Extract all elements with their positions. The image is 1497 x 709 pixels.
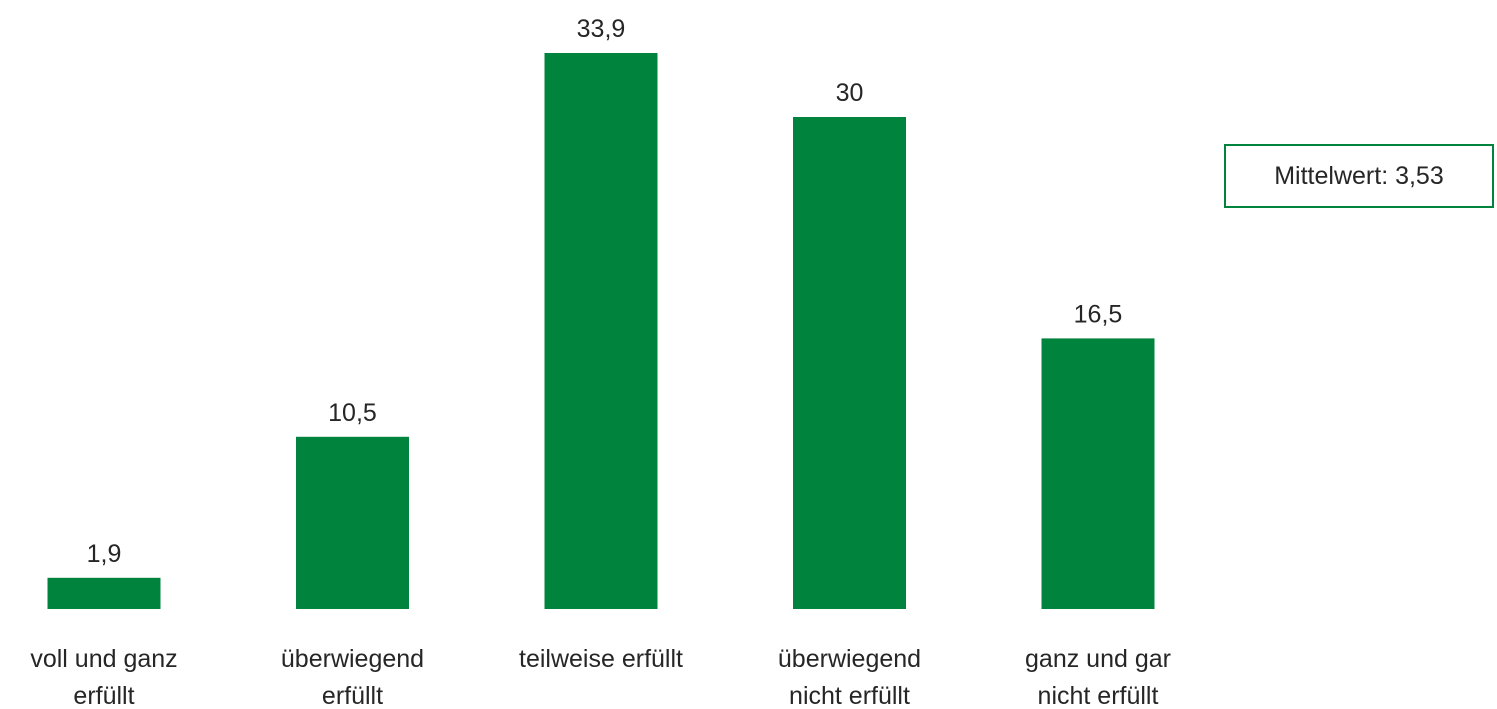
value-label-0: 1,9 [87,540,122,568]
bar-4 [1041,338,1155,609]
mean-annotation-box: Mittelwert: 3,53 [1224,144,1494,208]
category-label-4-line-0: ganz und gar [1025,645,1171,673]
category-label-3: überwiegend nicht erfüllt [778,645,921,709]
bar-2 [544,53,658,609]
bar-1 [296,436,409,609]
value-labels-group: 1,9 10,5 33,9 30 16,5 [87,15,1123,568]
category-labels-group: voll und ganz erfüllt überwiegend erfüllt te… [30,645,1171,709]
value-label-4: 16,5 [1074,300,1123,328]
category-label-2: teilweise erfüllt [519,645,683,673]
bar-3 [793,117,906,609]
value-label-1: 10,5 [328,399,377,427]
value-label-3: 30 [836,79,864,107]
category-label-1-line-0: überwiegend [281,645,424,673]
value-label-2: 33,9 [577,15,626,43]
bars-group [47,53,1155,609]
category-label-4-line-1: nicht erfüllt [1038,682,1159,709]
bar-0 [47,577,161,609]
category-label-1-line-1: erfüllt [322,682,383,709]
category-label-4: ganz und gar nicht erfüllt [1025,645,1171,709]
category-label-1: überwiegend erfüllt [281,645,424,709]
category-label-2-line-0: teilweise erfüllt [519,645,683,673]
category-label-0-line-0: voll und ganz [30,645,177,673]
category-label-0-line-1: erfüllt [73,682,134,709]
category-label-3-line-0: überwiegend [778,645,921,673]
category-label-0: voll und ganz erfüllt [30,645,177,709]
mean-annotation-text: Mittelwert: 3,53 [1274,161,1444,190]
category-label-3-line-1: nicht erfüllt [789,682,910,709]
